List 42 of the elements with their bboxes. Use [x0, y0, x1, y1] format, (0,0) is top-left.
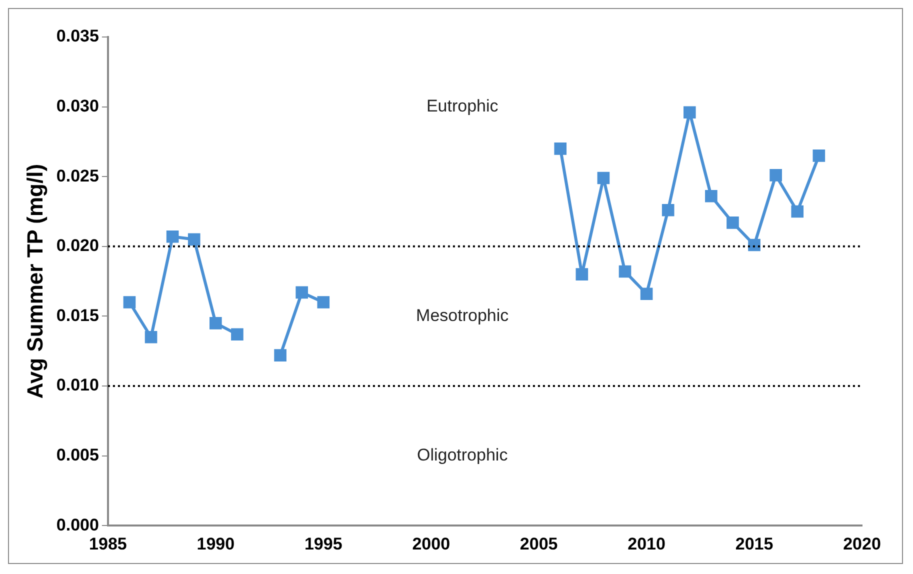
x-tick-label: 2020 [843, 534, 881, 554]
point [791, 205, 804, 218]
y-tick-label: 0.015 [56, 306, 99, 325]
y-tick-label: 0.000 [56, 515, 99, 534]
point [597, 172, 610, 184]
point [144, 330, 158, 344]
x-tick-label: 2010 [628, 534, 666, 554]
y-tick-label: 0.010 [56, 376, 99, 395]
point [554, 142, 567, 155]
annotation: Oligotrophic [416, 445, 508, 464]
x-tick-label: 1985 [89, 534, 127, 554]
point [662, 204, 674, 216]
point [640, 288, 653, 300]
annotation: Mesotrophic [416, 306, 510, 325]
point [683, 106, 696, 119]
annotation: Eutrophic [426, 96, 499, 116]
point [210, 317, 222, 330]
point [770, 169, 782, 182]
x-tick-label: 2015 [735, 534, 774, 554]
point [296, 286, 308, 299]
point [188, 233, 200, 246]
point [812, 150, 826, 162]
point [123, 296, 136, 308]
point [618, 265, 632, 278]
point [726, 216, 739, 229]
x-tick-label: 1995 [304, 534, 342, 554]
y-axis-title: Avg Summer TP (mg/l) [22, 164, 48, 399]
point [166, 230, 179, 243]
x-tick-label: 2005 [520, 534, 558, 554]
point [748, 238, 760, 252]
y-tick-label: 0.020 [56, 236, 99, 256]
point [705, 190, 718, 202]
point [576, 268, 588, 280]
y-tick-label: 0.035 [56, 26, 99, 46]
point [274, 349, 286, 362]
y-tick-label: 0.030 [56, 96, 99, 116]
y-tick-label: 0.005 [56, 445, 99, 464]
x-tick-label: 2000 [412, 534, 450, 554]
point [231, 328, 244, 341]
x-tick-label: 1990 [196, 534, 235, 554]
y-tick-label: 0.025 [56, 166, 99, 186]
point [317, 296, 330, 308]
